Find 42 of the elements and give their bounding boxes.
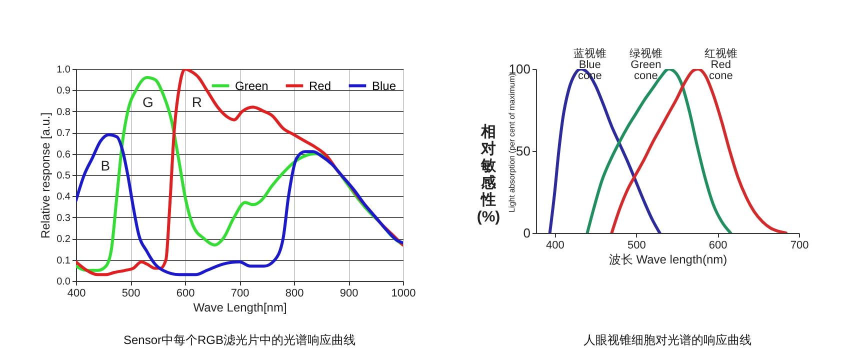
y-tick-label: 0.9 — [56, 86, 71, 97]
annotation: B — [100, 158, 110, 174]
x-tick-label: 500 — [122, 288, 140, 300]
y-tick-label: 0.3 — [56, 212, 71, 224]
legend-label: Green — [235, 78, 268, 93]
y-tick-label: 1.0 — [56, 64, 71, 76]
x-tick-label: 800 — [285, 288, 304, 300]
y-tick-label: 0.6 — [56, 149, 71, 160]
text: 人眼视锥细胞对光谱的响应曲线 — [584, 333, 752, 347]
x-tick-label: 700 — [230, 288, 250, 300]
annotation: G — [142, 94, 154, 110]
x-tick-label: 600 — [176, 288, 195, 300]
line-series — [610, 69, 788, 233]
x-tick-label: 600 — [708, 240, 728, 252]
y-axis-title: Relative response [a.u.] — [38, 112, 53, 239]
y-tick-label: 0.2 — [56, 234, 71, 246]
y-axis-title: 相对敏感性(%) — [476, 124, 500, 226]
y-tick-label: 0 — [523, 226, 530, 240]
line-series — [548, 69, 662, 233]
text: Sensor中每个RGB滤光片中的光谱响应曲线 — [123, 333, 356, 347]
x-tick-label: 400 — [546, 240, 564, 252]
x-tick-label: 500 — [627, 240, 646, 252]
y-tick-label: 0.5 — [56, 170, 71, 182]
x-tick-label: 1000 — [391, 288, 416, 300]
y-tick-label: 0.0 — [56, 276, 71, 288]
series-label: 红视锥 Red cone — [704, 47, 738, 82]
y-tick-label: 0.4 — [56, 192, 71, 203]
text: Light absorption (per cent of maximum) — [507, 72, 516, 212]
series-label: 绿视锥 Green cone — [629, 47, 662, 82]
y-tick-label: 50 — [516, 144, 530, 158]
legend-label: Blue — [372, 78, 396, 93]
legend-label: Red — [309, 78, 332, 93]
y-tick-label: 0.1 — [56, 255, 71, 266]
line-series — [76, 133, 403, 276]
x-axis-title: Wave Length[nm] — [193, 300, 287, 314]
x-axis-title: 波长 Wave length(nm) — [608, 252, 728, 266]
annotation: R — [192, 94, 202, 110]
y-tick-label: 0.8 — [56, 106, 71, 118]
y-tick-label: 0.7 — [56, 128, 71, 140]
x-tick-label: 400 — [67, 288, 86, 300]
x-tick-label: 900 — [340, 288, 358, 300]
x-tick-label: 700 — [790, 240, 809, 252]
